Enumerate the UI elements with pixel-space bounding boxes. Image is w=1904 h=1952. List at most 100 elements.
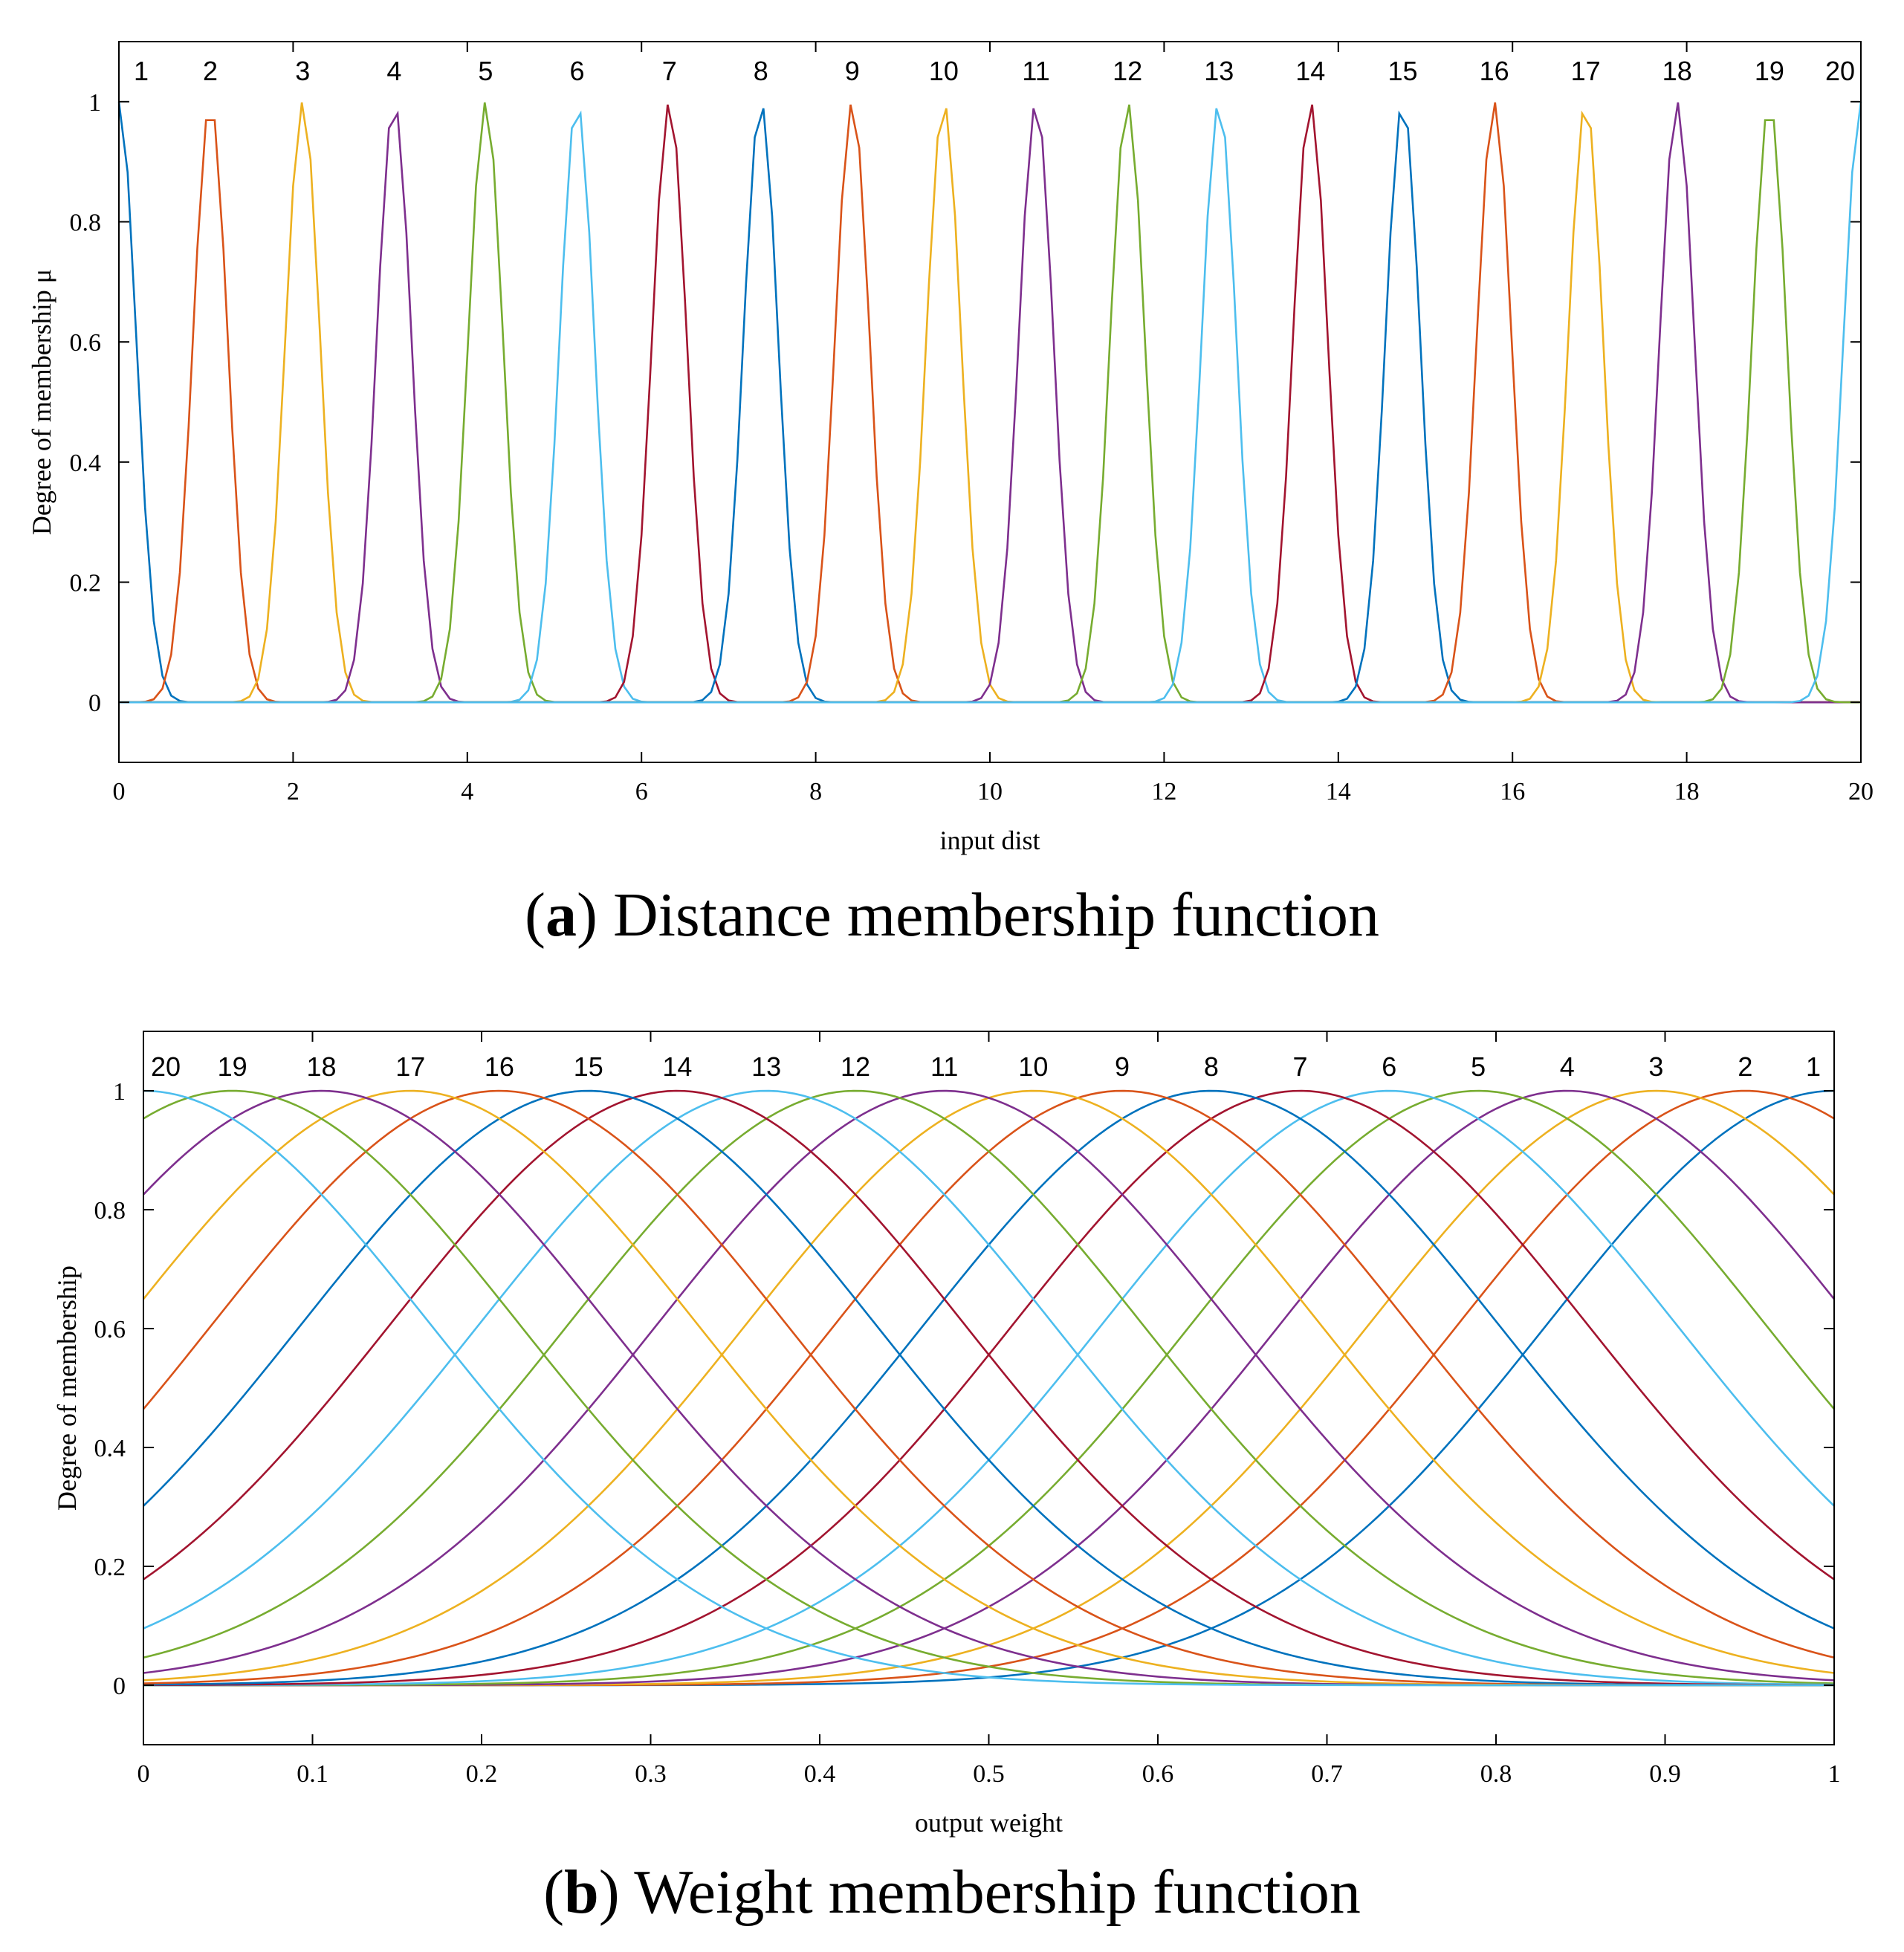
series-label: 5 (1471, 1051, 1486, 1082)
caption-letter: a (545, 881, 577, 950)
series-line-12 (143, 1089, 1835, 1685)
caption-letter: b (564, 1858, 599, 1927)
series-label: 7 (662, 56, 677, 86)
x-tick-label: 0.8 (1480, 1760, 1512, 1788)
y-tick-label: 0.2 (94, 1554, 126, 1581)
series-label: 17 (1571, 56, 1601, 86)
series-line-14 (119, 104, 1861, 704)
series-line-1 (117, 101, 1861, 704)
axes-frame (143, 1031, 1835, 1745)
series-label: 3 (295, 56, 310, 86)
series-label: 2 (203, 56, 218, 86)
series-label: 9 (1115, 1051, 1130, 1082)
x-tick-label: 0.4 (804, 1760, 836, 1788)
caption-text: Distance membership function (612, 881, 1380, 950)
series-label: 14 (1295, 56, 1325, 86)
x-tick-label: 0.5 (973, 1760, 1005, 1788)
series-label: 11 (1022, 56, 1049, 86)
x-tick-label: 2 (287, 778, 299, 805)
y-tick-label: 0.8 (94, 1197, 126, 1225)
series-label: 2 (1738, 1051, 1752, 1082)
series-label: 14 (662, 1051, 692, 1082)
series-line-20 (143, 1089, 1834, 1687)
series-label: 20 (1825, 56, 1855, 86)
series-line-10 (143, 1089, 1835, 1682)
series-label: 19 (1755, 56, 1784, 86)
series-line-6 (119, 110, 1861, 704)
x-axis-label: output weight (915, 1808, 1063, 1838)
series-label: 7 (1293, 1051, 1308, 1082)
caption-b: (b) Weight membership function (543, 1858, 1361, 1927)
x-tick-label: 18 (1674, 778, 1700, 805)
x-tick-label: 10 (977, 778, 1003, 805)
series-label: 10 (1018, 1051, 1048, 1082)
x-tick-label: 0.9 (1649, 1760, 1681, 1788)
series-label: 4 (386, 56, 401, 86)
x-axis-label: input dist (939, 826, 1040, 855)
series-line-11 (143, 1089, 1835, 1682)
y-tick-label: 0 (113, 1673, 126, 1700)
series-label: 19 (218, 1051, 247, 1082)
series-label: 16 (1480, 56, 1509, 86)
series-line-12 (119, 104, 1861, 704)
y-axis-label: Degree of membership (52, 1265, 82, 1511)
x-tick-label: 14 (1326, 778, 1351, 805)
y-axis-label: Degree of membership μ (27, 269, 56, 535)
x-tick-label: 0.1 (297, 1760, 328, 1788)
series-label: 9 (845, 56, 860, 86)
series-label: 5 (478, 56, 493, 86)
x-tick-label: 6 (635, 778, 648, 805)
series-line-13 (143, 1089, 1835, 1686)
series-label: 3 (1648, 1051, 1663, 1082)
x-tick-label: 1 (1828, 1760, 1841, 1788)
series-line-5 (119, 102, 1861, 704)
x-tick-label: 0.6 (1142, 1760, 1174, 1788)
y-tick-label: 0 (88, 690, 101, 717)
series-label: 8 (1204, 1051, 1219, 1082)
y-tick-label: 1 (113, 1078, 126, 1106)
y-tick-label: 0.4 (70, 450, 102, 477)
series-line-8 (119, 108, 1861, 704)
caption-a: (a) Distance membership function (524, 881, 1380, 950)
series-label: 1 (1806, 1051, 1821, 1082)
x-tick-label: 0.7 (1311, 1760, 1343, 1788)
x-tick-label: 0 (113, 778, 126, 805)
series-label: 4 (1560, 1051, 1575, 1082)
x-tick-label: 8 (809, 778, 822, 805)
series-line-18 (119, 102, 1861, 704)
series-label: 13 (751, 1051, 781, 1082)
axes-frame (118, 41, 1862, 763)
series-label: 11 (930, 1051, 958, 1082)
series-line-2 (118, 119, 1861, 704)
series-label: 20 (151, 1051, 181, 1082)
series-label: 15 (1388, 56, 1418, 86)
series-line-14 (143, 1089, 1835, 1687)
x-tick-label: 16 (1500, 778, 1525, 805)
series-label: 10 (929, 56, 959, 86)
series-label: 12 (841, 1051, 870, 1082)
series-label: 1 (134, 56, 149, 86)
series-line-4 (119, 110, 1861, 704)
series-label: 6 (569, 56, 584, 86)
series-line-16 (119, 102, 1861, 704)
series-label: 16 (485, 1051, 514, 1082)
series-line-15 (119, 110, 1861, 704)
series-label: 18 (1662, 56, 1692, 86)
series-line-15 (143, 1089, 1835, 1687)
y-tick-label: 0.2 (70, 570, 102, 597)
series-label: 13 (1204, 56, 1234, 86)
y-tick-label: 0.6 (94, 1316, 126, 1343)
x-tick-label: 0 (137, 1760, 150, 1788)
series-line-20 (119, 101, 1862, 704)
series-label: 12 (1113, 56, 1142, 86)
series-line-10 (119, 108, 1861, 704)
series-line-3 (119, 102, 1861, 704)
y-tick-label: 0.4 (94, 1435, 126, 1462)
series-label: 18 (307, 1051, 337, 1082)
chart-distance-membership: 1 2 3 4 5 6 7 8 9 10 11 12 13 14 15 16 17 18 19 200 2 4 6 8 10 12… (27, 41, 1874, 855)
series-label: 6 (1382, 1051, 1396, 1082)
series-line-13 (119, 108, 1861, 704)
series-line-11 (119, 108, 1861, 704)
